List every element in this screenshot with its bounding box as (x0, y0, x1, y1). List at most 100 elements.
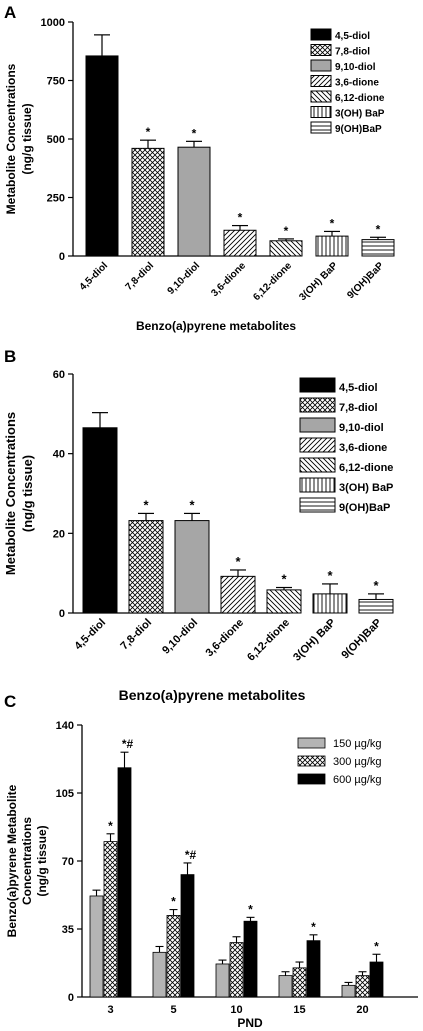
x-axis-label: PND (237, 1016, 263, 1030)
bar (215, 963, 230, 998)
y-tick-label: 500 (47, 134, 65, 146)
x-tick-label: 10 (230, 1004, 242, 1016)
bar (180, 874, 195, 998)
y-axis-label: (ng/g tissue) (20, 455, 35, 532)
x-tick-label: 3(OH) BaP (297, 260, 340, 303)
x-tick-label: 3,6-dione (203, 617, 246, 660)
x-tick-label: 6,12-dione (251, 260, 294, 303)
x-tick-label: 9,10-diol (160, 617, 200, 657)
y-tick-label: 20 (53, 528, 65, 540)
x-tick-label: 7,8-diol (124, 260, 157, 293)
x-tick-label: 3 (107, 1004, 113, 1016)
panel-letter-a: A (4, 3, 16, 22)
y-tick-label: 35 (62, 924, 74, 936)
x-tick-label: 3,6-dione (209, 260, 248, 299)
y-tick-label: 140 (56, 720, 74, 732)
bar (85, 55, 119, 257)
legend-label: 3,6-dione (339, 442, 387, 454)
y-tick-label: 250 (47, 193, 65, 205)
x-tick-label: 9(OH)BaP (345, 260, 386, 301)
legend-label: 7,8-diol (335, 47, 370, 58)
significance-marker: * (327, 568, 333, 583)
bar (166, 915, 181, 998)
significance-marker: * (248, 902, 253, 916)
bar (369, 961, 384, 998)
legend-swatch (310, 106, 332, 118)
legend-label: 6,12-dione (335, 93, 385, 104)
legend-label: 9,10-diol (335, 62, 376, 73)
significance-marker: * (108, 819, 113, 833)
y-tick-label: 105 (56, 788, 74, 800)
y-tick-label: 40 (53, 449, 65, 461)
y-tick-label: 0 (59, 251, 65, 263)
bar (315, 235, 349, 257)
significance-marker: *# (185, 848, 197, 862)
significance-marker: *# (122, 737, 134, 751)
legend-swatch (310, 28, 332, 41)
legend-swatch (297, 773, 326, 785)
y-tick-label: 750 (47, 76, 65, 88)
panel-letter-b: B (4, 347, 16, 366)
x-axis-label: Benzo(a)pyrene metabolites (136, 319, 296, 333)
bar (358, 598, 394, 614)
significance-marker: * (143, 497, 149, 512)
legend-label: 150 µg/kg (333, 738, 382, 750)
y-axis-label: Metabolite Concentrations (4, 63, 18, 214)
bar (292, 967, 307, 998)
y-axis-label: Benzo(a)pyrene Metabolite (5, 784, 19, 937)
panel-letter-c: C (4, 692, 16, 711)
bar (174, 520, 210, 614)
significance-marker: * (284, 224, 289, 238)
bar (177, 146, 211, 257)
bar (341, 984, 356, 998)
significance-marker: * (311, 920, 316, 934)
x-tick-label: 9,10-diol (166, 260, 203, 297)
significance-marker: * (171, 895, 176, 909)
bar (82, 427, 118, 614)
bar (128, 520, 164, 614)
y-tick-label: 1000 (41, 17, 65, 29)
bar (355, 975, 370, 998)
legend-swatch (310, 75, 332, 87)
legend-label: 4,5-diol (335, 31, 370, 42)
x-tick-label: 9(OH)BaP (339, 617, 384, 662)
bar (361, 239, 395, 257)
legend-swatch (310, 44, 332, 56)
legend-label: 9(OH)BaP (339, 502, 390, 514)
legend-label: 7,8-diol (339, 402, 378, 414)
legend-label: 4,5-diol (339, 382, 378, 394)
legend-label: 3(OH) BaP (339, 482, 393, 494)
x-tick-label: 15 (293, 1004, 305, 1016)
legend-swatch (299, 477, 336, 493)
bar (306, 940, 321, 998)
legend-swatch (297, 755, 326, 767)
significance-marker: * (235, 554, 241, 569)
significance-marker: * (189, 497, 195, 512)
y-axis-label: (ng/g tissue) (35, 825, 49, 896)
legend-swatch (299, 457, 336, 473)
bar (266, 589, 302, 614)
bar (269, 240, 303, 257)
legend-swatch (299, 417, 336, 433)
significance-marker: * (192, 126, 197, 140)
x-tick-label: 4,5-diol (78, 260, 111, 293)
significance-marker: * (374, 939, 379, 953)
legend-swatch (299, 497, 336, 513)
significance-marker: * (376, 222, 381, 236)
significance-marker: * (373, 578, 379, 593)
legend-label: 3,6-dione (335, 78, 379, 89)
bar (243, 920, 258, 998)
y-axis-label: Concentrations (20, 817, 34, 905)
bar (223, 229, 257, 257)
y-axis-label: Metabolite Concentrations (3, 412, 18, 575)
significance-marker: * (330, 216, 335, 230)
x-tick-label: 4,5-diol (72, 617, 108, 653)
x-tick-label: 20 (356, 1004, 368, 1016)
x-tick-label: 3(OH) BaP (291, 617, 338, 664)
x-axis-label: Benzo(a)pyrene metabolites (119, 687, 306, 703)
legend-swatch (310, 59, 332, 72)
chart-a: 0 250 500 750 1000 4,5-diol * 7,8-diol * 9,10-dio… (4, 17, 395, 333)
x-tick-label: 7,8-diol (118, 617, 154, 653)
legend-swatch (299, 437, 336, 453)
